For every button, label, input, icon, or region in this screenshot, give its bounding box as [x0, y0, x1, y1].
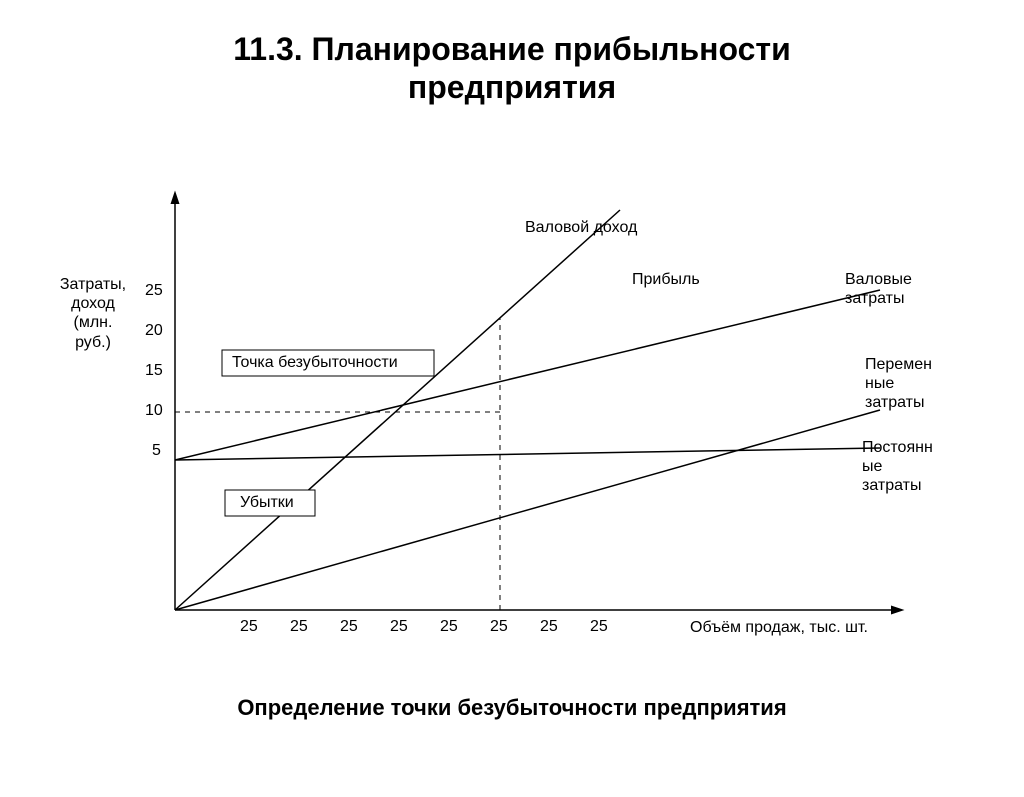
label-gross-costs: Валовые затраты: [845, 270, 912, 308]
x-tick-6: 25: [540, 618, 558, 636]
label-breakeven: Точка безубыточности: [232, 353, 398, 372]
title-line-2: предприятия: [408, 69, 616, 105]
label-variable-costs: Перемен ные затраты: [865, 355, 932, 413]
x-tick-1: 25: [290, 618, 308, 636]
y-tick-20: 20: [145, 322, 163, 340]
x-tick-2: 25: [340, 618, 358, 636]
line-gross-income: [175, 210, 620, 610]
x-tick-4: 25: [440, 618, 458, 636]
line-fixed-costs: [175, 448, 880, 460]
x-tick-5: 25: [490, 618, 508, 636]
y-tick-10: 10: [145, 402, 163, 420]
y-tick-5: 5: [152, 442, 161, 460]
page-title: 11.3. Планирование прибыльности предприя…: [0, 30, 1024, 107]
label-losses: Убытки: [240, 493, 294, 512]
x-axis-title: Объём продаж, тыс. шт.: [690, 618, 868, 637]
subtitle: Определение точки безубыточности предпри…: [0, 695, 1024, 721]
x-tick-3: 25: [390, 618, 408, 636]
label-gross-income: Валовой доход: [525, 218, 637, 237]
label-profit: Прибыль: [632, 270, 700, 289]
label-fixed-costs: Постоянн ые затраты: [862, 438, 933, 496]
x-tick-0: 25: [240, 618, 258, 636]
chart-svg: [0, 170, 1024, 670]
breakeven-chart: Затраты, доход (млн. руб.) 25 20 15 1: [0, 170, 1024, 670]
x-tick-7: 25: [590, 618, 608, 636]
title-line-1: 11.3. Планирование прибыльности: [233, 31, 790, 67]
y-tick-15: 15: [145, 362, 163, 380]
y-tick-25: 25: [145, 282, 163, 300]
